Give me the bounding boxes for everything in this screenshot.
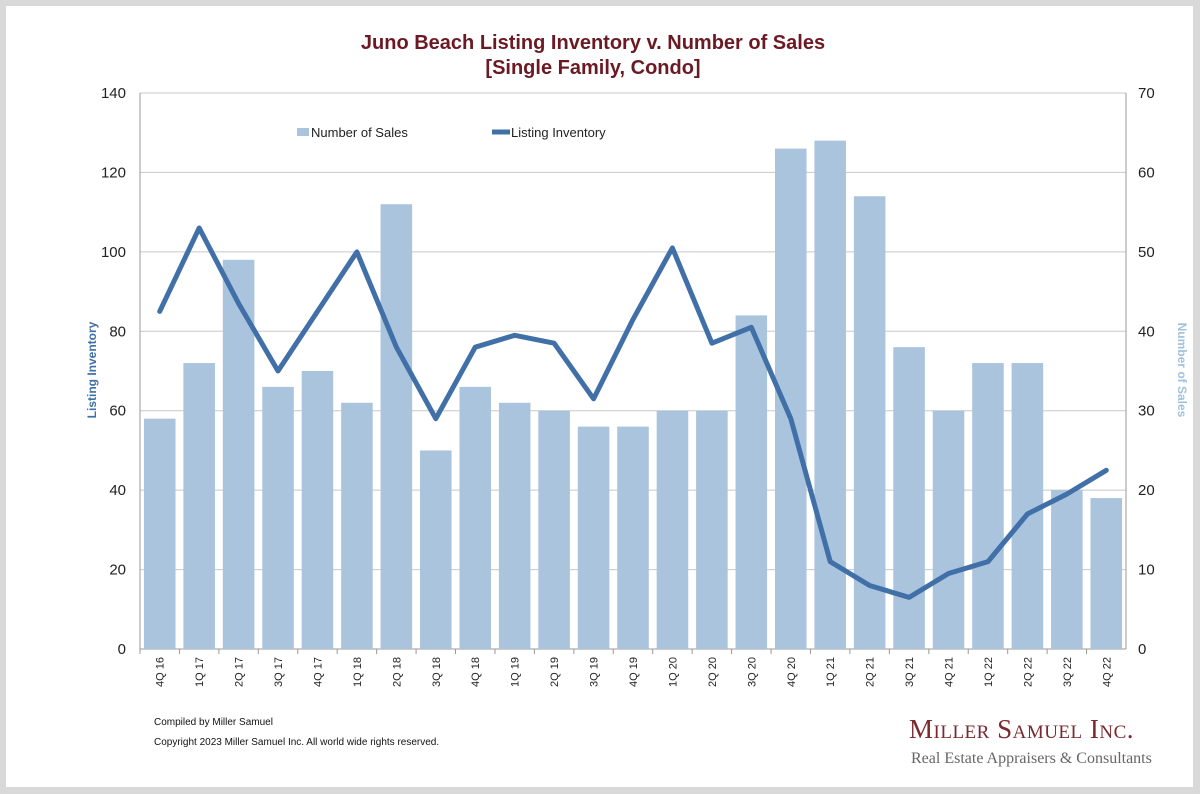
bar-number-of-sales xyxy=(301,371,334,649)
x-tick-label: 4Q 20 xyxy=(786,657,798,687)
bar-number-of-sales xyxy=(262,386,294,649)
y-left-tick-label: 100 xyxy=(101,244,126,261)
x-tick-label: 1Q 19 xyxy=(510,657,522,687)
x-tick-label: 3Q 17 xyxy=(273,657,285,687)
bar-number-of-sales xyxy=(814,140,846,649)
chart-title-line: [Single Family, Condo] xyxy=(485,57,700,79)
x-tick-label: 2Q 20 xyxy=(707,657,719,687)
x-tick-label: 4Q 16 xyxy=(155,657,167,687)
legend-swatch-number-of-sales xyxy=(297,128,309,136)
y-right-tick-label: 50 xyxy=(1138,244,1155,261)
bar-number-of-sales xyxy=(420,450,452,649)
y-right-tick-label: 30 xyxy=(1138,403,1155,420)
x-tick-label: 4Q 22 xyxy=(1101,657,1113,687)
x-tick-label: 3Q 19 xyxy=(589,657,601,687)
x-tick-label: 1Q 17 xyxy=(194,657,206,687)
x-tick-label: 2Q 17 xyxy=(234,657,246,687)
chart: Juno Beach Listing Inventory v. Number o… xyxy=(85,32,1189,687)
y-left-axis-title: Listing Inventory xyxy=(85,321,99,418)
bar-number-of-sales xyxy=(617,426,649,649)
x-tick-label: 1Q 18 xyxy=(352,657,364,687)
y-left-tick-label: 20 xyxy=(109,562,126,579)
x-tick-label: 2Q 19 xyxy=(549,657,561,687)
brand-tagline: Real Estate Appraisers & Consultants xyxy=(911,750,1152,767)
x-tick-label: 2Q 21 xyxy=(865,657,877,687)
legend-label-listing-inventory: Listing Inventory xyxy=(511,125,606,140)
y-left-tick-label: 60 xyxy=(109,403,126,420)
x-tick-label: 1Q 20 xyxy=(667,657,679,687)
y-right-tick-label: 60 xyxy=(1138,164,1155,181)
y-right-tick-label: 40 xyxy=(1138,323,1155,340)
y-left-tick-label: 40 xyxy=(109,482,126,499)
bar-number-of-sales xyxy=(498,402,531,649)
y-left-tick-label: 140 xyxy=(101,85,126,102)
line-listing-inventory xyxy=(157,225,1109,600)
y-right-tick-label: 20 xyxy=(1138,482,1155,499)
y-right-tick-label: 10 xyxy=(1138,562,1155,579)
bar-number-of-sales xyxy=(577,426,610,649)
x-tick-label: 1Q 22 xyxy=(983,657,995,687)
x-tick-label: 4Q 17 xyxy=(312,657,324,687)
legend-label-number-of-sales: Number of Sales xyxy=(311,125,408,140)
bar-number-of-sales xyxy=(893,347,925,649)
x-tick-label: 4Q 18 xyxy=(470,657,482,687)
y-left-tick-label: 120 xyxy=(101,164,126,181)
x-tick-label: 3Q 21 xyxy=(904,657,916,687)
x-tick-label: 3Q 20 xyxy=(746,657,758,687)
bar-number-of-sales xyxy=(1051,490,1083,649)
y-right-tick-label: 70 xyxy=(1138,85,1155,102)
bar-number-of-sales xyxy=(459,386,492,649)
x-tick-label: 4Q 21 xyxy=(944,657,956,687)
bar-number-of-sales xyxy=(183,363,215,649)
compiled-by-note: Compiled by Miller Samuel xyxy=(154,717,273,728)
bar-number-of-sales xyxy=(932,410,965,649)
brand-logo-name: Miller Samuel Inc. xyxy=(909,714,1135,744)
bar-number-of-sales xyxy=(972,363,1004,649)
bar-number-of-sales xyxy=(341,402,373,649)
bar-number-of-sales xyxy=(656,410,689,649)
x-tick-label: 4Q 19 xyxy=(628,657,640,687)
bar-number-of-sales xyxy=(1090,498,1123,649)
y-left-tick-label: 80 xyxy=(109,323,126,340)
x-tick-label: 2Q 22 xyxy=(1022,657,1034,687)
bar-number-of-sales xyxy=(380,204,413,649)
bar-number-of-sales xyxy=(696,410,728,649)
copyright-note: Copyright 2023 Miller Samuel Inc. All wo… xyxy=(154,737,440,748)
bar-number-of-sales xyxy=(735,315,768,649)
y-right-tick-label: 0 xyxy=(1138,641,1146,658)
chart-title-line: Juno Beach Listing Inventory v. Number o… xyxy=(361,32,825,54)
x-tick-label: 3Q 22 xyxy=(1062,657,1074,687)
bar-number-of-sales xyxy=(853,196,886,649)
x-tick-label: 1Q 21 xyxy=(825,657,837,687)
bar-number-of-sales xyxy=(538,410,570,649)
x-tick-label: 2Q 18 xyxy=(391,657,403,687)
y-right-axis-title: Number of Sales xyxy=(1175,323,1189,418)
y-left-tick-label: 0 xyxy=(118,641,126,658)
chart-frame: Juno Beach Listing Inventory v. Number o… xyxy=(6,6,1193,787)
x-tick-label: 3Q 18 xyxy=(431,657,443,687)
bar-number-of-sales xyxy=(143,418,176,649)
